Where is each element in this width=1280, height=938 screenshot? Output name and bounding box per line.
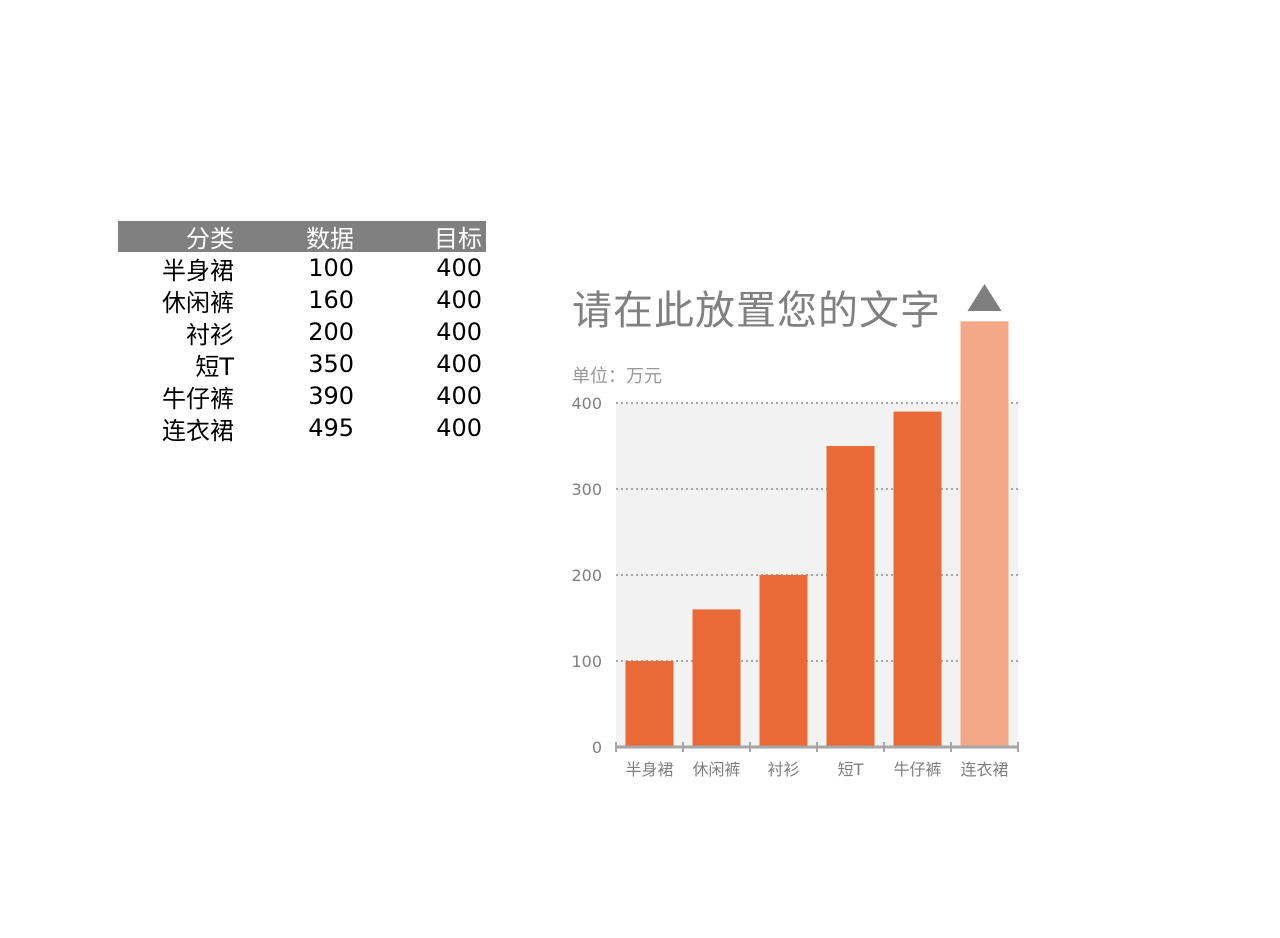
row-category: 牛仔裤 <box>162 384 234 413</box>
row-value: 390 <box>308 382 354 410</box>
x-tick-label: 半身裙 <box>625 760 673 779</box>
table-row: 牛仔裤 390 400 <box>118 380 486 413</box>
row-target: 400 <box>436 350 482 378</box>
x-tick-label: 连衣裙 <box>960 760 1008 779</box>
chart-title: 请在此放置您的文字 <box>572 288 941 334</box>
table-row: 休闲裤 160 400 <box>118 284 486 317</box>
row-category: 半身裙 <box>162 256 234 285</box>
bar-4 <box>826 446 875 747</box>
row-category: 连衣裙 <box>162 416 234 445</box>
up-triangle-icon <box>967 284 1002 311</box>
bar-5 <box>893 411 942 747</box>
table-header: 分类 数据 目标 <box>118 221 486 253</box>
row-value: 160 <box>308 286 354 314</box>
row-category: 休闲裤 <box>162 288 234 317</box>
row-target: 400 <box>436 414 482 442</box>
row-value: 495 <box>308 414 354 442</box>
row-category: 衬衫 <box>186 320 234 349</box>
bar-3 <box>759 575 808 747</box>
table-row: 短T 350 400 <box>118 348 486 381</box>
row-value: 350 <box>308 350 354 378</box>
x-tick-label: 牛仔裤 <box>893 760 941 779</box>
x-tick-label: 短T <box>838 760 864 779</box>
bar-1 <box>625 661 674 747</box>
row-target: 400 <box>436 254 482 282</box>
x-tick-label: 衬衫 <box>767 760 799 779</box>
x-tick-label: 休闲裤 <box>692 760 740 779</box>
bar-6 <box>960 321 1009 747</box>
y-tick-label: 100 <box>571 652 602 671</box>
row-target: 400 <box>436 286 482 314</box>
row-category: 短T <box>195 352 234 381</box>
data-table: 分类 数据 目标 半身裙 100 400 休闲裤 160 400 衬衫 200 … <box>118 221 486 445</box>
header-target: 目标 <box>434 225 482 253</box>
y-tick-label: 400 <box>571 394 602 413</box>
y-tick-label: 300 <box>571 480 602 499</box>
chart-unit-label: 单位：万元 <box>572 366 662 387</box>
row-value: 100 <box>308 254 354 282</box>
table-row: 半身裙 100 400 <box>118 252 486 285</box>
y-tick-label: 200 <box>571 566 602 585</box>
row-value: 200 <box>308 318 354 346</box>
header-data: 数据 <box>306 225 354 253</box>
table-row: 衬衫 200 400 <box>118 316 486 349</box>
bar-2 <box>692 609 741 747</box>
row-target: 400 <box>436 382 482 410</box>
row-target: 400 <box>436 318 482 346</box>
y-tick-label: 0 <box>592 738 602 757</box>
table-row: 连衣裙 495 400 <box>118 412 486 445</box>
header-category: 分类 <box>186 225 234 253</box>
